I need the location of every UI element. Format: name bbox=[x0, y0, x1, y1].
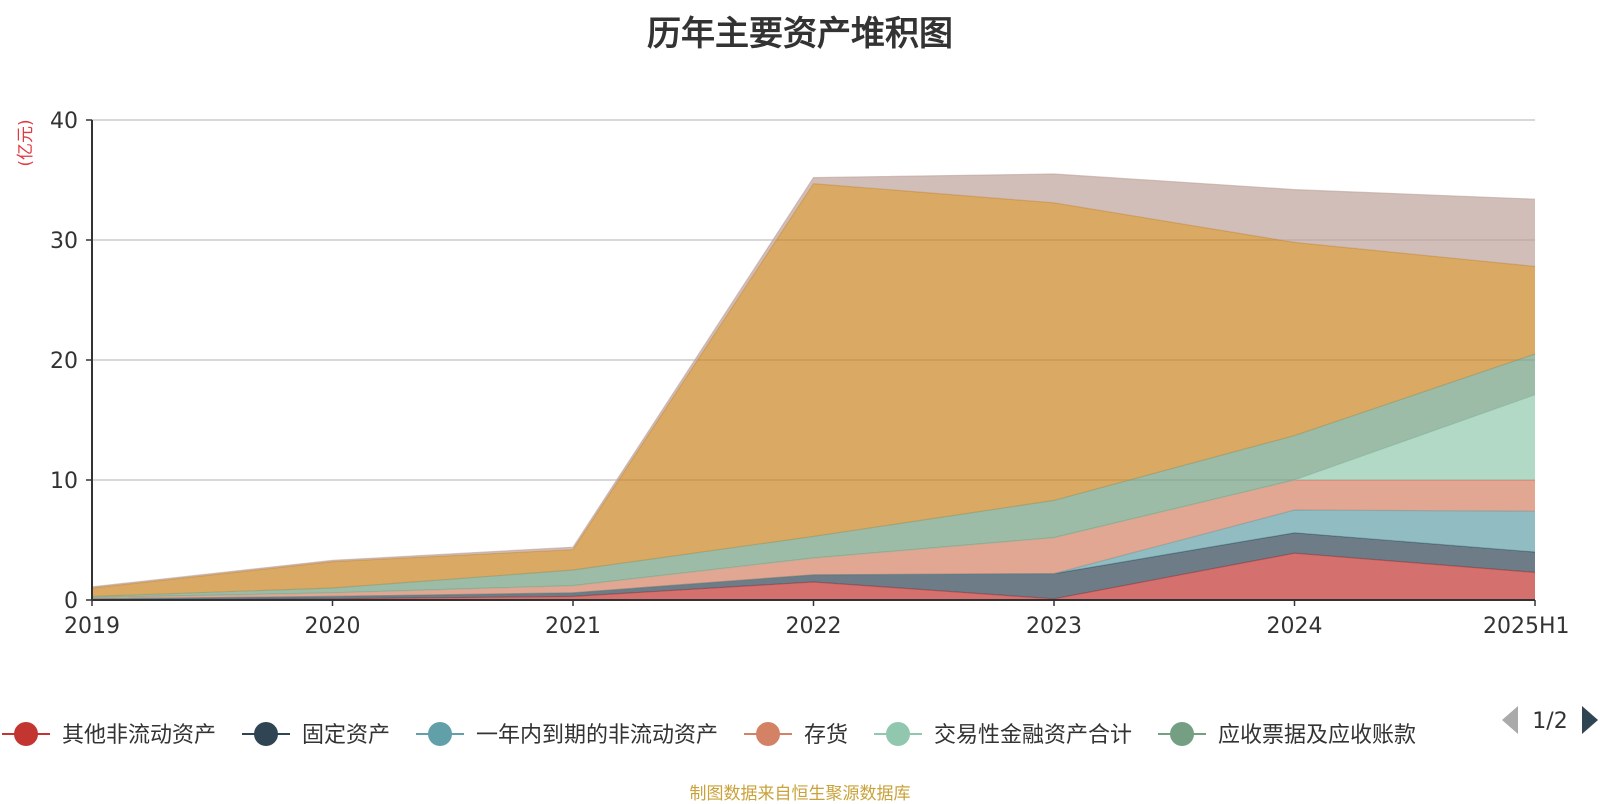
legend-item[interactable]: 应收票据及应收账款 bbox=[1158, 722, 1416, 748]
area-series-5 bbox=[92, 354, 1535, 598]
area-series-3 bbox=[92, 480, 1535, 599]
x-tick-label: 2019 bbox=[64, 614, 120, 639]
y-tick-label: 30 bbox=[50, 229, 78, 254]
legend-prev-icon[interactable] bbox=[1502, 706, 1518, 734]
legend: 其他非流动资产 固定资产 一年内到期的非流动资产 存货 交易性金融资产合计 应收票据及应收… bbox=[2, 722, 1416, 748]
legend-pager: 1/2 bbox=[1502, 706, 1598, 734]
x-tick-label: 2023 bbox=[1026, 614, 1082, 639]
x-tick-label: 2020 bbox=[305, 614, 361, 639]
y-tick-label: 40 bbox=[50, 109, 78, 134]
legend-label: 一年内到期的非流动资产 bbox=[476, 723, 718, 748]
x-tick-label: 2024 bbox=[1267, 614, 1323, 639]
legend-circle-icon bbox=[428, 722, 452, 746]
area-series-6 bbox=[92, 183, 1535, 597]
legend-page-indicator: 1/2 bbox=[1532, 709, 1567, 734]
legend-label: 其他非流动资产 bbox=[62, 723, 216, 748]
legend-next-icon[interactable] bbox=[1582, 706, 1598, 734]
chart-title: 历年主要资产堆积图 bbox=[647, 14, 953, 54]
legend-item[interactable]: 一年内到期的非流动资产 bbox=[416, 722, 718, 748]
x-tick-label: 2021 bbox=[545, 614, 601, 639]
y-tick-label: 20 bbox=[50, 349, 78, 374]
legend-label: 交易性金融资产合计 bbox=[934, 723, 1132, 748]
y-tick-label: 0 bbox=[64, 589, 78, 614]
legend-item[interactable]: 交易性金融资产合计 bbox=[874, 722, 1132, 748]
legend-label: 固定资产 bbox=[302, 723, 390, 748]
legend-circle-icon bbox=[886, 722, 910, 746]
legend-label: 存货 bbox=[804, 723, 848, 748]
legend-item[interactable]: 其他非流动资产 bbox=[2, 722, 216, 748]
area-series-0 bbox=[92, 553, 1535, 600]
legend-circle-icon bbox=[14, 722, 38, 746]
area-series-7-line bbox=[91, 173, 1536, 588]
legend-circle-icon bbox=[254, 722, 278, 746]
area-series-layer bbox=[91, 173, 1536, 601]
axes: 0 10 20 30 40 2019 2020 2021 2022 2023 2024 2025H1 bbox=[50, 109, 1570, 639]
x-tick-label: 2022 bbox=[786, 614, 842, 639]
source-note: 制图数据来自恒生聚源数据库 bbox=[689, 784, 911, 804]
legend-item[interactable]: 存货 bbox=[744, 722, 848, 748]
legend-circle-icon bbox=[1170, 722, 1194, 746]
legend-item[interactable]: 固定资产 bbox=[242, 722, 390, 748]
y-axis-unit-label: (亿元) bbox=[16, 119, 36, 166]
legend-label: 应收票据及应收账款 bbox=[1218, 723, 1416, 748]
legend-circle-icon bbox=[756, 722, 780, 746]
area-series-2 bbox=[92, 510, 1535, 599]
area-series-7 bbox=[92, 174, 1535, 588]
y-tick-label: 10 bbox=[50, 469, 78, 494]
x-tick-label: 2025H1 bbox=[1483, 614, 1570, 639]
